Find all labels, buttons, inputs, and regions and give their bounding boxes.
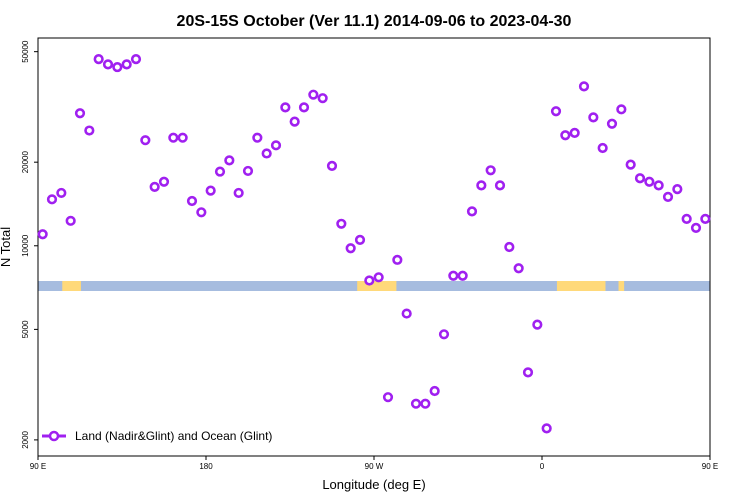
data-point: [186, 195, 198, 207]
y-tick-label: 2000: [21, 430, 30, 448]
data-point: [560, 130, 571, 141]
data-point: [541, 423, 552, 434]
land-segment: [357, 281, 397, 291]
y-tick-label: 50000: [21, 40, 30, 63]
data-point: [457, 270, 468, 281]
data-point: [280, 102, 291, 113]
data-point: [140, 135, 151, 146]
data-point: [102, 59, 114, 70]
data-point: [298, 102, 310, 113]
data-point: [410, 398, 422, 409]
y-tick-label: 20000: [21, 151, 30, 174]
data-point: [289, 116, 300, 127]
x-tick-label: 90 W: [365, 462, 384, 471]
data-point: [196, 207, 207, 218]
data-point: [662, 191, 674, 202]
data-point: [513, 263, 524, 274]
data-point: [168, 132, 179, 143]
data-point: [177, 132, 188, 143]
data-point: [270, 140, 282, 151]
chart-title: 20S-15S October (Ver 11.1) 2014-09-06 to…: [177, 13, 572, 30]
data-point: [644, 176, 655, 187]
data-point: [130, 54, 142, 65]
legend: Land (Nadir&Glint) and Ocean (Glint): [42, 429, 272, 443]
x-tick-label: 90 E: [30, 462, 46, 471]
data-point: [233, 187, 244, 199]
data-point: [634, 173, 646, 184]
data-point: [65, 215, 76, 226]
data-point: [252, 132, 263, 143]
plot-frame: [37, 37, 711, 457]
data-point: [112, 61, 123, 73]
data-point: [317, 93, 328, 104]
data-point: [37, 229, 48, 240]
data-point: [532, 319, 543, 330]
data-point: [261, 148, 272, 159]
data-point: [93, 54, 104, 65]
data-point: [121, 59, 132, 70]
data-point: [485, 165, 496, 176]
data-point: [392, 254, 403, 265]
data-point: [420, 398, 431, 409]
data-point: [690, 222, 702, 233]
data-point: [56, 187, 67, 199]
x-axis: 90 E 180 90 W 0 90 E: [30, 456, 718, 471]
data-point: [74, 108, 86, 119]
data-point: [205, 185, 216, 196]
data-point: [429, 385, 440, 397]
data-point: [158, 176, 170, 187]
data-point: [84, 125, 95, 136]
data-point: [606, 118, 618, 129]
data-point: [224, 155, 235, 166]
data-point: [476, 180, 487, 191]
data-point: [345, 243, 356, 254]
data-point: [373, 272, 384, 283]
data-point: [401, 308, 412, 319]
data-point: [308, 89, 319, 100]
x-tick-label: 180: [199, 462, 213, 471]
data-point: [569, 127, 580, 138]
data-point: [700, 213, 711, 224]
data-point: [326, 160, 338, 171]
land-segment: [618, 281, 625, 291]
data-point: [504, 241, 515, 253]
data-point: [578, 81, 590, 92]
data-point: [466, 206, 478, 217]
y-axis: 2000 5000 10000 20000 50000: [21, 40, 38, 449]
data-point: [438, 329, 450, 340]
data-points: [37, 54, 711, 434]
data-point: [149, 181, 160, 192]
data-point: [616, 104, 627, 115]
data-point: [214, 166, 226, 177]
data-point: [625, 159, 636, 170]
data-point: [494, 180, 506, 191]
data-point: [672, 183, 683, 195]
legend-label: Land (Nadir&Glint) and Ocean (Glint): [75, 429, 272, 443]
data-point: [448, 270, 459, 281]
data-point: [681, 213, 692, 224]
land-segment: [62, 281, 81, 291]
x-tick-label: 0: [540, 462, 545, 471]
y-tick-label: 5000: [21, 320, 30, 338]
y-axis-label: N Total: [0, 227, 13, 267]
legend-marker-swatch: [48, 430, 60, 442]
data-point: [588, 112, 599, 123]
data-point: [46, 194, 58, 205]
data-point: [354, 234, 366, 245]
data-point: [597, 142, 608, 154]
land-segment: [556, 281, 606, 291]
data-point: [336, 218, 347, 229]
x-tick-label: 90 E: [702, 462, 718, 471]
surface-type-strip: [38, 281, 710, 291]
y-tick-label: 10000: [21, 234, 30, 257]
data-point: [653, 180, 664, 191]
x-axis-label: Longitude (deg E): [322, 477, 425, 492]
data-point: [550, 106, 562, 117]
data-point: [364, 275, 375, 286]
data-point: [382, 392, 394, 403]
data-point: [522, 367, 534, 378]
data-point: [242, 165, 254, 177]
